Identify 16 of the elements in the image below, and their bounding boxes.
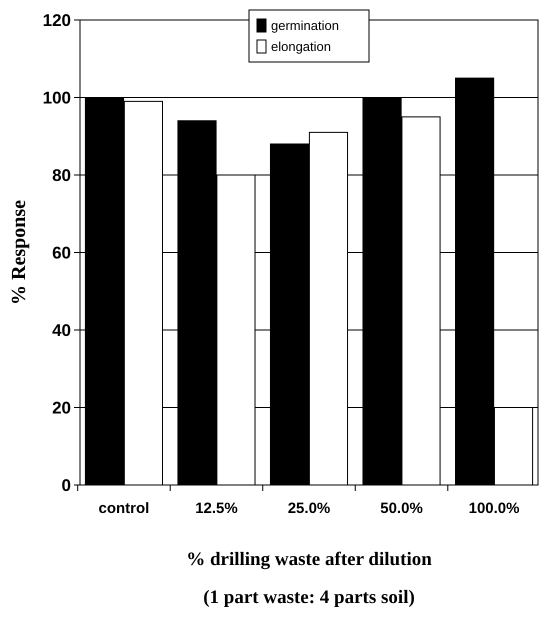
y-tick-label: 60 bbox=[52, 243, 71, 262]
x-tick-label: 25.0% bbox=[288, 500, 330, 517]
x-tick-label: 50.0% bbox=[380, 500, 423, 517]
y-tick-label: 40 bbox=[52, 320, 71, 340]
x-tick-label: 100.0% bbox=[468, 500, 520, 517]
legend-label: germination bbox=[271, 18, 339, 33]
y-tick-label: 100 bbox=[42, 88, 71, 108]
y-tick-label: 80 bbox=[52, 166, 71, 185]
y-axis-title: % Response bbox=[8, 200, 30, 306]
legend-label: elongation bbox=[271, 39, 331, 54]
y-tick-label: 120 bbox=[42, 10, 71, 30]
y-tick-label: 0 bbox=[62, 476, 71, 495]
x-axis-title: % drilling waste after dilution (1 part waste: 4 parts soil) bbox=[186, 549, 432, 608]
y-tick-label: 20 bbox=[52, 398, 71, 418]
x-tick-label: control bbox=[98, 500, 150, 517]
x-tick-label: 12.5% bbox=[195, 500, 238, 517]
